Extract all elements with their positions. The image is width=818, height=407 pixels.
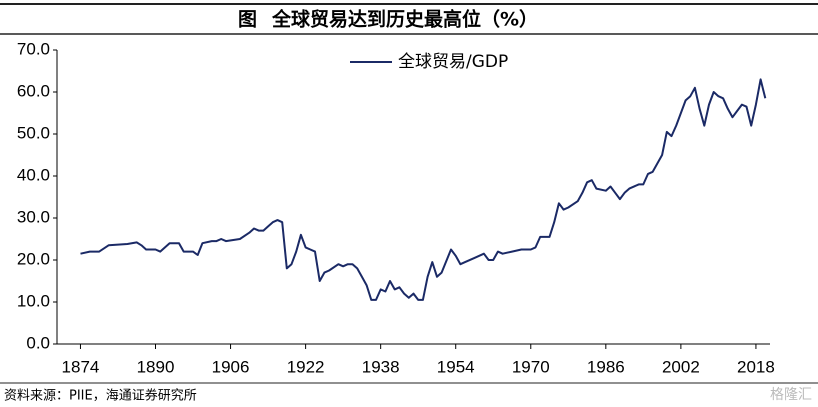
y-tick-label: 40.0	[17, 165, 50, 184]
data-line	[80, 78, 767, 301]
source: 资料来源：PIIE，海通证券研究所	[4, 388, 197, 404]
chart-title: 全球贸易达到历史最高位（%）	[271, 8, 538, 31]
y-tick-label: 50.0	[17, 123, 50, 142]
y-tick-label: 20.0	[17, 249, 50, 268]
y-tick-label: 0.0	[26, 333, 50, 352]
x-tick-label: 1874	[62, 357, 100, 376]
x-tick-label: 1890	[137, 357, 175, 376]
x-tick-label: 1922	[287, 357, 325, 376]
y-tick-label: 30.0	[17, 207, 50, 226]
x-tick-label: 1986	[587, 357, 625, 376]
y-tick-label: 60.0	[17, 81, 50, 100]
x-tick-label: 1938	[362, 357, 400, 376]
figure-label: 图	[238, 9, 257, 31]
watermark: 格隆汇	[770, 387, 812, 403]
y-tick-label: 70.0	[17, 39, 50, 58]
x-tick-label: 2018	[737, 357, 775, 376]
x-tick-label: 1954	[437, 357, 475, 376]
x-tick-label: 1906	[212, 357, 250, 376]
x-tick-label: 1970	[512, 357, 550, 376]
x-tick-label: 2002	[662, 357, 700, 376]
legend-label: 全球贸易/GDP	[398, 52, 508, 72]
y-tick-label: 10.0	[17, 291, 50, 310]
